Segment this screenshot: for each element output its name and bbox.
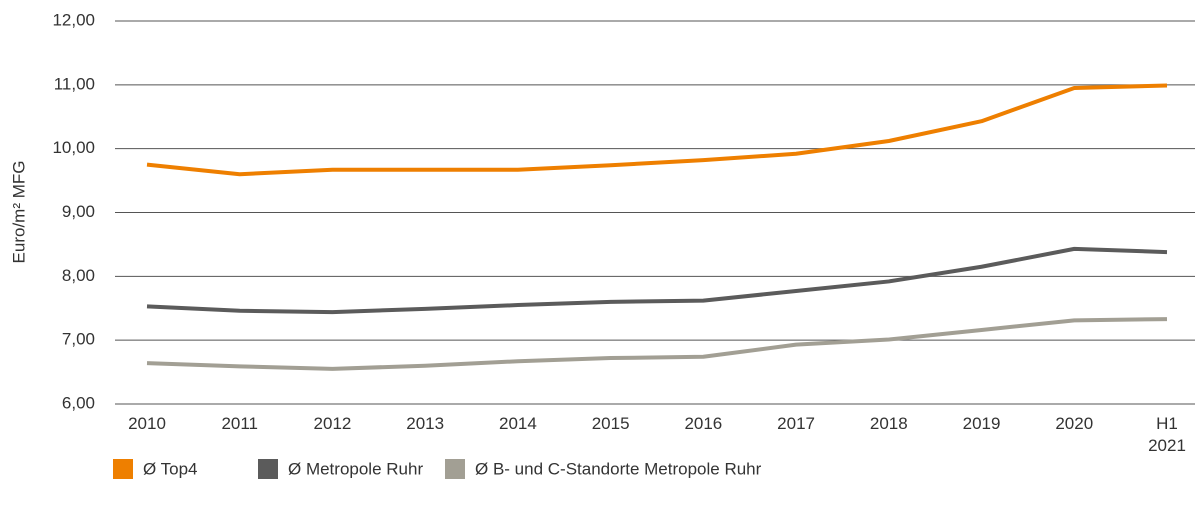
- x-tick-label: 2014: [499, 414, 537, 433]
- y-tick-label: 12,00: [52, 10, 95, 29]
- x-tick-label: 2010: [128, 414, 166, 433]
- y-tick-label: 11,00: [54, 74, 95, 93]
- y-tick-label: 10,00: [52, 138, 95, 157]
- line-series: [146, 246, 1168, 315]
- x-tick-label: 2019: [963, 414, 1001, 433]
- legend-label: Ø B- und C-Standorte Metropole Ruhr: [475, 459, 762, 478]
- x-tick-label: 2015: [592, 414, 630, 433]
- x-tick-label: H1 2021: [1148, 414, 1186, 455]
- y-tick-label: 7,00: [62, 330, 95, 349]
- line-series: [146, 317, 1168, 371]
- legend-label: Ø Top4: [143, 459, 198, 478]
- y-axis-label: Euro/m² MFG: [9, 161, 28, 264]
- x-tick-label: 2012: [314, 414, 352, 433]
- line-series: [146, 83, 1168, 177]
- legend-swatch: [113, 459, 133, 479]
- x-tick-label: 2013: [406, 414, 444, 433]
- x-tick-label: 2020: [1055, 414, 1093, 433]
- y-tick-label: 9,00: [62, 202, 95, 221]
- legend-swatch: [445, 459, 465, 479]
- y-tick-label: 8,00: [62, 266, 95, 285]
- legend-label: Ø Metropole Ruhr: [288, 459, 423, 478]
- y-tick-label: 6,00: [62, 393, 95, 412]
- x-tick-label: 2011: [221, 414, 258, 433]
- x-tick-label: 2017: [777, 414, 815, 433]
- x-tick-label: 2018: [870, 414, 908, 433]
- legend-swatch: [258, 459, 278, 479]
- x-tick-label: 2016: [684, 414, 722, 433]
